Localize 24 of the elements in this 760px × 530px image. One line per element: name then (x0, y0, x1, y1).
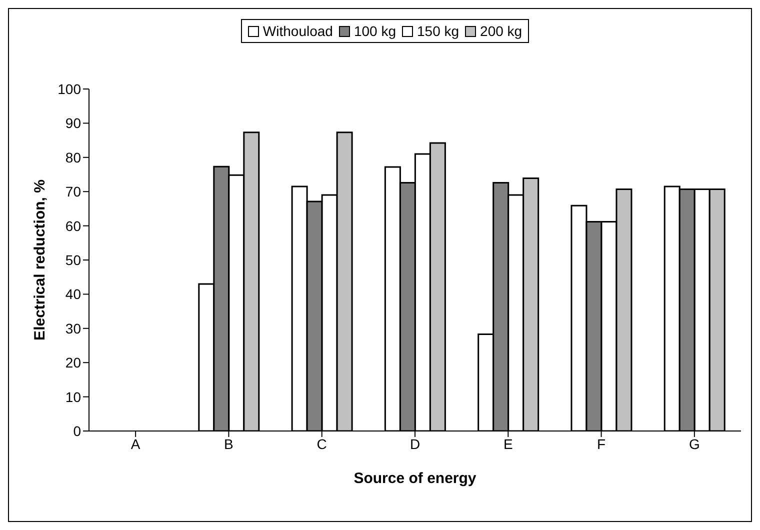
y-tick-label: 40 (65, 286, 82, 302)
y-tick-label: 0 (73, 422, 82, 439)
x-tick-label: C (316, 436, 327, 452)
legend-label: 150 kg (417, 23, 460, 39)
x-tick-label: B (224, 436, 234, 452)
y-tick-label: 10 (65, 388, 82, 405)
x-tick-label: A (130, 436, 141, 452)
y-tick-label: 70 (65, 184, 82, 200)
y-tick-label: 80 (65, 149, 82, 166)
x-tick-label: E (503, 436, 513, 452)
legend-label: 100 kg (354, 23, 396, 39)
x-axis-title: Source of energy (354, 470, 477, 487)
y-tick-label: 30 (65, 320, 82, 336)
x-tick-label: G (688, 436, 700, 452)
legend-label: 200 kg (480, 23, 522, 39)
y-axis-title: Electrical reduction, % (31, 180, 48, 340)
x-tick-label: F (597, 436, 606, 452)
y-tick-label: 100 (58, 80, 82, 97)
legend-label: Withouload (262, 23, 333, 39)
y-tick-label: 60 (65, 218, 82, 234)
x-tick-label: D (410, 436, 420, 452)
y-tick-label: 90 (65, 115, 82, 132)
y-tick-label: 20 (65, 354, 82, 371)
y-tick-label: 50 (65, 252, 82, 268)
